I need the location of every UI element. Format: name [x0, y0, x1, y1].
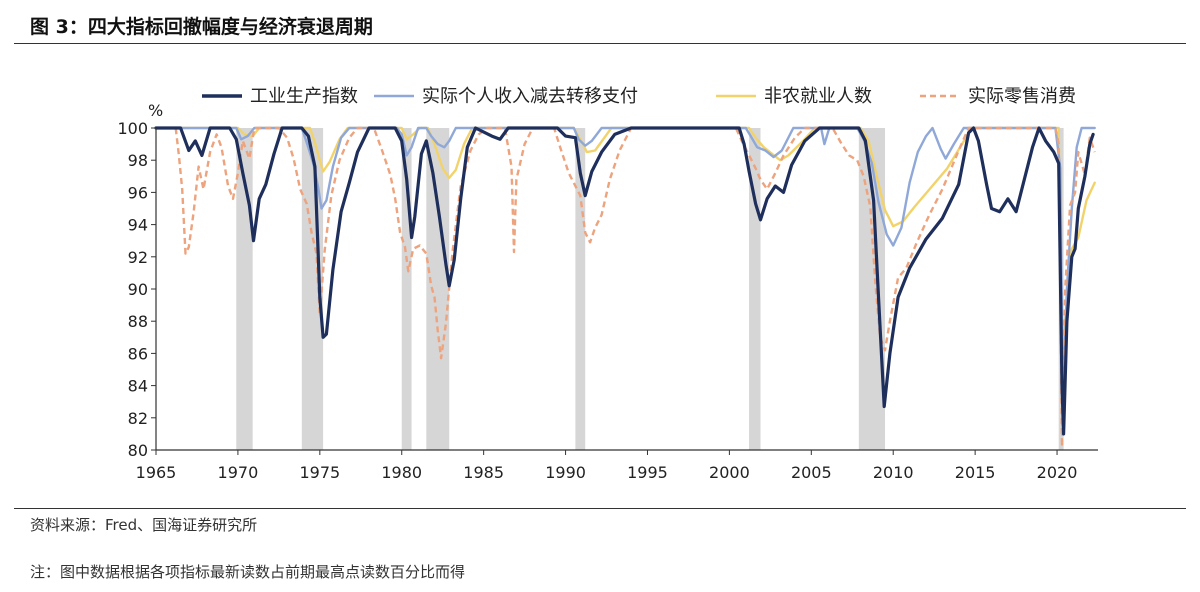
series-lines [154, 126, 1096, 448]
recession-band-6 [749, 128, 761, 450]
y-tick-label-96: 96 [128, 183, 148, 202]
x-tick-label-2000: 2000 [709, 463, 750, 482]
y-tick-label-82: 82 [128, 409, 148, 428]
x-tick-label-2005: 2005 [791, 463, 832, 482]
recession-band-3 [401, 128, 412, 450]
series-line-1 [154, 126, 1095, 436]
series-line-4 [156, 126, 1096, 448]
y-tick-label-84: 84 [128, 377, 148, 396]
legend-label-1: 工业生产指数 [250, 86, 358, 107]
x-tick-label-1995: 1995 [627, 463, 668, 482]
axes: 80 82 84 86 88 90 92 94 96 98 100 1965 1970 1975 1980 1… [117, 101, 1098, 482]
recession-band-7 [858, 128, 886, 450]
x-tick-label-1970: 1970 [218, 463, 259, 482]
x-tick-label-2010: 2010 [873, 463, 914, 482]
footnote: 注：图中数据根据各项指标最新读数占前期最高点读数百分比而得 [30, 563, 466, 581]
x-tick-label-2015: 2015 [955, 463, 996, 482]
title-rule [14, 43, 1186, 44]
x-tick-label-1965: 1965 [136, 463, 177, 482]
legend-label-2: 实际个人收入减去转移支付 [422, 86, 638, 107]
y-tick-label-90: 90 [128, 280, 148, 299]
y-tick-label-92: 92 [128, 248, 148, 267]
recession-band-5 [575, 128, 586, 450]
y-tick-label-80: 80 [128, 441, 148, 460]
recession-band-4 [426, 128, 450, 450]
y-tick-label-100: 100 [117, 119, 148, 138]
legend-label-4: 实际零售消费 [968, 86, 1076, 107]
legend-label-3: 非农就业人数 [764, 86, 872, 107]
x-tick-label-1980: 1980 [381, 463, 422, 482]
x-tick-label-1985: 1985 [463, 463, 504, 482]
y-tick-label-94: 94 [128, 216, 148, 235]
figure-title: 图 3：四大指标回撤幅度与经济衰退周期 [30, 16, 373, 38]
series-line-3 [154, 126, 1096, 363]
source-rule [14, 508, 1186, 509]
source-note: 资料来源：Fred、国海证券研究所 [30, 516, 258, 534]
y-axis-unit: % [148, 101, 163, 120]
series-line-2 [154, 126, 1096, 403]
x-tick-label-1975: 1975 [299, 463, 340, 482]
y-tick-label-86: 86 [128, 344, 148, 363]
chart: 80 82 84 86 88 90 92 94 96 98 100 1965 1970 1975 1980 1… [117, 86, 1098, 482]
y-tick-label-88: 88 [128, 312, 148, 331]
y-tick-label-98: 98 [128, 151, 148, 170]
x-tick-label-1990: 1990 [545, 463, 586, 482]
legend: 工业生产指数 实际个人收入减去转移支付 非农就业人数 实际零售消费 [202, 86, 1076, 107]
x-tick-label-2020: 2020 [1037, 463, 1078, 482]
